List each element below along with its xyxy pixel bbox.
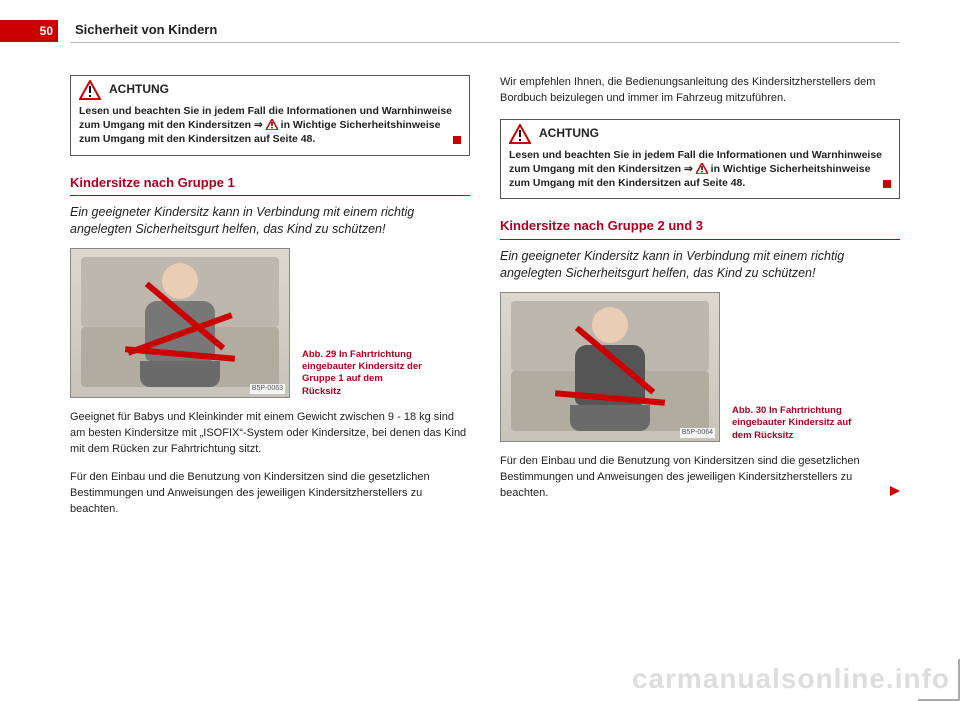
- warning-body-2: Lesen und beachten Sie in jedem Fall die…: [501, 144, 899, 199]
- columns: ACHTUNG Lesen und beachten Sie in jedem …: [70, 75, 900, 530]
- section-lead-group1: Ein geeigneter Kindersitz kann in Verbin…: [70, 204, 470, 238]
- left-column: ACHTUNG Lesen und beachten Sie in jedem …: [70, 75, 470, 530]
- header-rule: [70, 42, 900, 43]
- page-title: Sicherheit von Kindern: [75, 22, 217, 37]
- continue-arrow-icon: [890, 486, 900, 496]
- page-number-tab: 50: [0, 20, 58, 42]
- end-square-icon: [453, 136, 461, 144]
- figure-30: B5P-0064: [500, 292, 720, 442]
- section-heading-group1: Kindersitze nach Gruppe 1: [70, 174, 470, 197]
- warning-icon: [79, 80, 101, 100]
- para-right-1-text: Für den Einbau und die Benutzung von Kin…: [500, 455, 860, 499]
- warning-inline-icon: [266, 119, 278, 130]
- para-right-intro: Wir empfehlen Ihnen, die Bedienungsanlei…: [500, 75, 900, 107]
- manual-page: 50 Sicherheit von Kindern ACHTUNG Lesen …: [0, 0, 960, 701]
- warning-inline-icon: [696, 163, 708, 174]
- para-left-1: Geeignet für Babys und Kleinkinder mit e…: [70, 410, 470, 458]
- warning-header-2: ACHTUNG: [501, 120, 899, 144]
- figure-code-30: B5P-0064: [680, 428, 715, 438]
- figure-code-29: B5P-0063: [250, 384, 285, 394]
- section-heading-group23: Kindersitze nach Gruppe 2 und 3: [500, 217, 900, 240]
- right-column: Wir empfehlen Ihnen, die Bedienungsanlei…: [500, 75, 900, 530]
- warning-box: ACHTUNG Lesen und beachten Sie in jedem …: [70, 75, 470, 156]
- page-number: 50: [40, 24, 53, 38]
- watermark: carmanualsonline.info: [632, 663, 950, 695]
- warning-label: ACHTUNG: [109, 81, 169, 98]
- warning-header: ACHTUNG: [71, 76, 469, 100]
- warning-body: Lesen und beachten Sie in jedem Fall die…: [71, 100, 469, 155]
- warning-label-2: ACHTUNG: [539, 125, 599, 142]
- end-square-icon: [883, 180, 891, 188]
- figure-row-30: B5P-0064 Abb. 30 In Fahrtrichtung eingeb…: [500, 292, 900, 442]
- corner-frame: [918, 659, 960, 701]
- warning-icon: [509, 124, 531, 144]
- para-right-1: Für den Einbau und die Benutzung von Kin…: [500, 454, 900, 502]
- figure-caption-29: Abb. 29 In Fahrtrichtung eingebauter Kin…: [302, 349, 422, 398]
- section-lead-group23: Ein geeigneter Kindersitz kann in Verbin…: [500, 248, 900, 282]
- figure-caption-30: Abb. 30 In Fahrtrichtung eingebauter Kin…: [732, 405, 852, 442]
- warning-box-2: ACHTUNG Lesen und beachten Sie in jedem …: [500, 119, 900, 200]
- figure-row-29: B5P-0063 Abb. 29 In Fahrtrichtung eingeb…: [70, 248, 470, 398]
- para-left-2: Für den Einbau und die Benutzung von Kin…: [70, 470, 470, 518]
- figure-29: B5P-0063: [70, 248, 290, 398]
